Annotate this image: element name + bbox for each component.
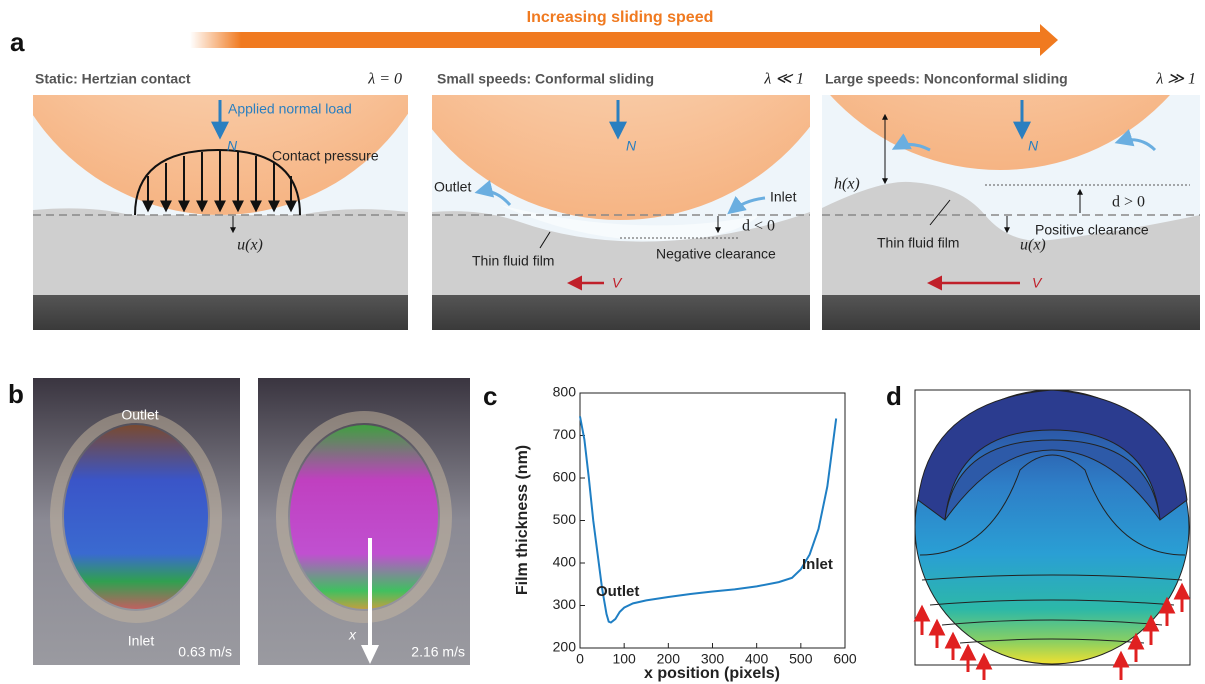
shape <box>432 295 810 330</box>
y-tick-label: 700 <box>553 426 577 442</box>
label: Thin fluid film <box>877 235 959 251</box>
label: d < 0 <box>742 218 775 235</box>
shape <box>0 0 445 330</box>
label: N <box>1028 138 1039 154</box>
panel-label: d <box>886 381 902 411</box>
contact-spot <box>290 425 438 609</box>
y-tick-label: 200 <box>553 639 577 655</box>
shape <box>1115 654 1127 666</box>
label: Inlet <box>128 633 155 649</box>
y-tick-label: 500 <box>553 511 577 527</box>
label: Outlet <box>121 407 158 423</box>
label: x <box>348 627 357 643</box>
label: h(x) <box>834 176 860 193</box>
panel-label: c <box>483 381 497 411</box>
contact-spot <box>64 425 208 609</box>
shape <box>770 0 1205 330</box>
label: Contact pressure <box>272 148 379 164</box>
lambda: λ ≪ 1 <box>763 71 804 88</box>
label: d > 0 <box>1112 194 1145 211</box>
header: Increasing sliding speed <box>527 9 714 26</box>
label: Positive clearance <box>1035 222 1149 238</box>
shape <box>1176 586 1188 598</box>
y-tick-label: 400 <box>553 554 577 570</box>
label: Outlet <box>434 179 471 195</box>
panel-title: Static: Hertzian contact <box>35 71 191 87</box>
label: N <box>227 138 238 154</box>
shape <box>947 635 959 647</box>
shape <box>978 656 990 668</box>
page: body { margin: 0; width: 1205px; height:… <box>0 0 1205 684</box>
annotation: Outlet <box>596 583 639 600</box>
x-tick-label: 600 <box>833 651 857 667</box>
label: N <box>626 138 637 154</box>
y-tick-label: 600 <box>553 469 577 485</box>
lambda: λ ≫ 1 <box>1155 71 1196 88</box>
label: Thin fluid film <box>472 253 554 269</box>
body: {"panel_labels": ["a", "b", "c", "d"], "… <box>0 0 1205 684</box>
panel-title: Small speeds: Conformal sliding <box>437 71 654 87</box>
x-tick-label: 0 <box>576 651 584 667</box>
annotation: Inlet <box>802 556 833 573</box>
label: u(x) <box>1020 237 1046 254</box>
y-tick-label: 800 <box>553 384 577 400</box>
lambda: λ = 0 <box>367 71 402 88</box>
shape <box>916 608 928 620</box>
x-axis-label: x position (pixels) <box>644 665 780 682</box>
shape <box>33 295 408 330</box>
label: 0.63 m/s <box>178 644 232 660</box>
label: u(x) <box>237 237 263 254</box>
label: Negative clearance <box>656 246 776 262</box>
y-axis-label: Film thickness (nm) <box>514 445 531 595</box>
panel-title: Large speeds: Nonconformal sliding <box>825 71 1068 87</box>
label: 2.16 m/s <box>411 644 465 660</box>
shape <box>931 622 943 634</box>
label: Applied normal load <box>228 101 352 117</box>
plot-frame <box>580 393 845 648</box>
label: Inlet <box>770 189 797 205</box>
y-tick-label: 300 <box>553 596 577 612</box>
panel-label: a <box>10 27 25 57</box>
panel-label: b <box>8 379 24 409</box>
speed-arrow <box>190 32 1042 48</box>
x-tick-label: 100 <box>612 651 636 667</box>
shape <box>822 295 1200 330</box>
speed-arrow-head <box>1040 24 1058 56</box>
contour-map <box>915 390 1190 680</box>
figure: a Increasing sliding speed Static: Hertz… <box>0 0 1205 684</box>
x-tick-label: 500 <box>789 651 813 667</box>
shape <box>962 647 974 659</box>
